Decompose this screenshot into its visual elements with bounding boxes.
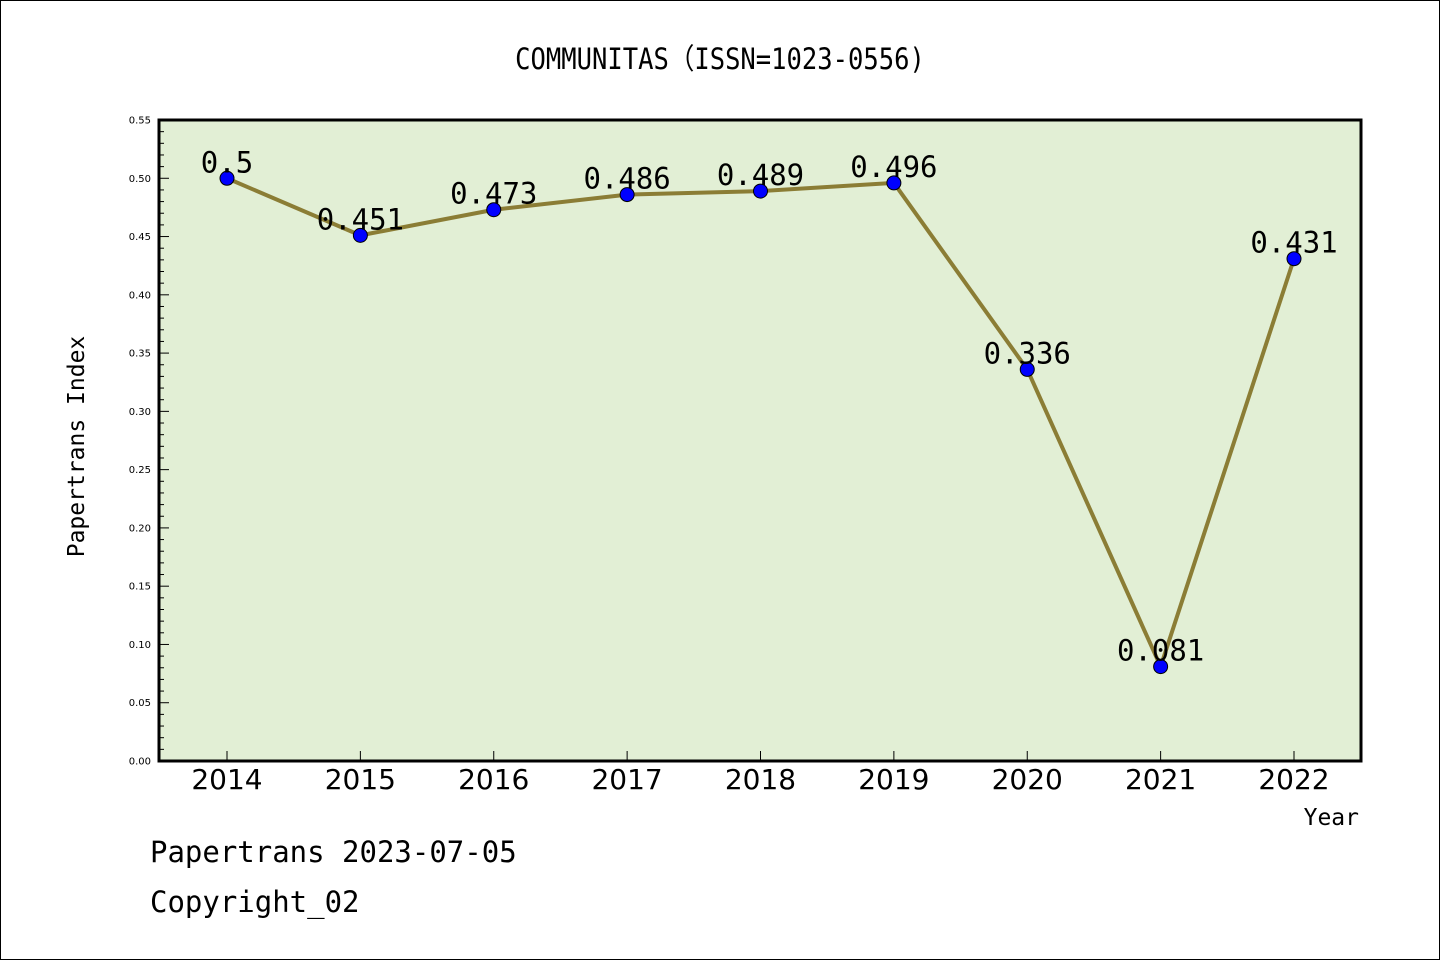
data-label-2019: 0.496 bbox=[850, 150, 937, 184]
y-tick-label: 0.30 bbox=[129, 407, 151, 418]
footer-date: Papertrans 2023-07-05 bbox=[150, 835, 517, 869]
y-tick-label: 0.55 bbox=[129, 116, 151, 127]
y-tick-label: 0.00 bbox=[129, 757, 151, 768]
y-tick-label: 0.40 bbox=[129, 290, 151, 301]
y-tick-label: 0.15 bbox=[129, 582, 151, 593]
data-label-2021: 0.081 bbox=[1117, 634, 1204, 668]
x-axis-ticks: 2014 2015 2016 2017 2018 2019 2020 2021 2022 bbox=[191, 751, 1330, 796]
x-tick-label: 2022 bbox=[1258, 763, 1329, 796]
footer-copyright: Copyright_02 bbox=[150, 885, 360, 919]
x-tick-label: 2019 bbox=[858, 763, 929, 796]
data-point-2019 bbox=[886, 175, 902, 191]
x-tick-label: 2021 bbox=[1125, 763, 1196, 796]
data-point-2015 bbox=[352, 227, 368, 243]
y-axis-ticks: 0.00 0.05 0.10 0.15 0.20 0.25 0.30 0.35 0.40 0.45… bbox=[129, 116, 169, 768]
y-axis-title: Papertrans Index bbox=[64, 336, 90, 558]
plot-area bbox=[157, 118, 1363, 763]
data-labels: 0.5 0.451 0.473 0.486 0.489 0.496 0.336 0.081 0.… bbox=[201, 145, 1338, 667]
y-tick-label: 0.50 bbox=[129, 174, 151, 185]
y-tick-label: 0.05 bbox=[129, 698, 151, 709]
data-label-2020: 0.336 bbox=[984, 336, 1071, 370]
data-label-2016: 0.473 bbox=[450, 177, 537, 211]
data-point-2016 bbox=[486, 202, 502, 218]
data-point-2022 bbox=[1286, 251, 1302, 267]
x-tick-label: 2017 bbox=[591, 763, 662, 796]
data-point-2021 bbox=[1153, 659, 1169, 675]
data-point-2017 bbox=[619, 187, 635, 203]
data-label-2018: 0.489 bbox=[717, 158, 804, 192]
x-axis-title: Year bbox=[1304, 805, 1359, 831]
data-point-2020 bbox=[1019, 361, 1035, 377]
series-markers bbox=[219, 170, 1302, 675]
x-tick-label: 2014 bbox=[191, 763, 262, 796]
x-tick-label: 2018 bbox=[725, 763, 796, 796]
y-tick-label: 0.10 bbox=[129, 640, 151, 651]
data-label-2015: 0.451 bbox=[317, 202, 404, 236]
y-tick-label: 0.45 bbox=[129, 232, 151, 243]
y-tick-label: 0.25 bbox=[129, 465, 151, 476]
data-label-2022: 0.431 bbox=[1250, 226, 1337, 260]
y-tick-label: 0.35 bbox=[129, 349, 151, 360]
x-tick-label: 2016 bbox=[458, 763, 529, 796]
data-label-2017: 0.486 bbox=[583, 162, 670, 196]
data-label-2014: 0.5 bbox=[201, 145, 253, 179]
data-point-2014 bbox=[219, 170, 235, 186]
x-tick-label: 2015 bbox=[325, 763, 396, 796]
x-tick-label: 2020 bbox=[992, 763, 1063, 796]
chart-title: COMMUNITAS（ISSN=1023-0556) bbox=[515, 42, 925, 76]
data-point-2018 bbox=[753, 183, 768, 199]
y-tick-label: 0.20 bbox=[129, 523, 151, 534]
